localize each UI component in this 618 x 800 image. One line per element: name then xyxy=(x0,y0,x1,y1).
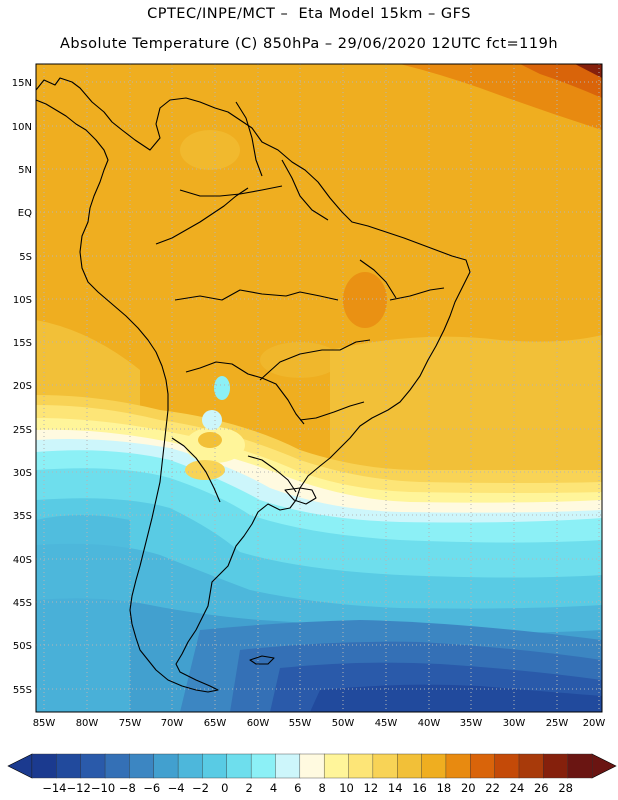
colorbar-label: 22 xyxy=(485,781,500,795)
lon-label: 75W xyxy=(119,718,142,729)
temperature-field xyxy=(36,64,602,712)
lat-label: 5N xyxy=(18,165,32,176)
lon-label: 55W xyxy=(289,718,312,729)
colorbar-swatch xyxy=(177,753,203,779)
colorbar-swatch xyxy=(56,753,82,779)
colorbar-swatch xyxy=(250,753,276,779)
lat-label: 50S xyxy=(13,641,32,652)
lon-label: 20W xyxy=(583,718,606,729)
lat-label: 55S xyxy=(13,685,32,696)
colorbar-swatch xyxy=(372,753,398,779)
colorbar-swatch xyxy=(518,753,544,779)
lat-label: 15S xyxy=(13,338,32,349)
colorbar-label: 8 xyxy=(319,781,326,795)
colorbar-label: −12 xyxy=(67,781,91,795)
lat-label: EQ xyxy=(18,208,32,219)
lat-label: 5S xyxy=(19,252,32,263)
colorbar-label: 26 xyxy=(534,781,549,795)
colorbar-label: 2 xyxy=(245,781,252,795)
lon-label: 60W xyxy=(247,718,270,729)
colorbar-label: −10 xyxy=(91,781,115,795)
colorbar-swatch xyxy=(31,753,57,779)
map-subtitle: Absolute Temperature (C) 850hPa – 29/06/… xyxy=(59,36,559,52)
colorbar-label: 6 xyxy=(294,781,301,795)
colorbar-swatch xyxy=(543,753,569,779)
map-title: CPTEC/INPE/MCT – Eta Model 15km – GFS xyxy=(147,6,471,22)
colorbar-label: 16 xyxy=(412,781,427,795)
colorbar-label: 28 xyxy=(558,781,573,795)
colorbar-swatch xyxy=(494,753,520,779)
colorbar-swatch xyxy=(470,753,496,779)
lat-label: 40S xyxy=(13,555,32,566)
colorbar-label: 0 xyxy=(221,781,228,795)
map-gridlines xyxy=(36,64,602,712)
lon-label: 40W xyxy=(418,718,441,729)
lat-label: 15N xyxy=(12,78,32,89)
colorbar-min-arrow xyxy=(7,753,33,779)
colorbar-label: 24 xyxy=(510,781,525,795)
lon-label: 25W xyxy=(546,718,569,729)
colorbar-swatch xyxy=(567,753,593,779)
lon-label: 70W xyxy=(161,718,184,729)
map-frame xyxy=(35,63,603,713)
colorbar-max-arrow xyxy=(591,753,617,779)
lon-label: 80W xyxy=(76,718,99,729)
colorbar-label: −4 xyxy=(168,781,185,795)
colorbar-swatch xyxy=(323,753,350,779)
colorbar-label: 18 xyxy=(437,781,452,795)
colorbar-swatch xyxy=(202,753,228,779)
lat-label: 20S xyxy=(13,381,32,392)
colorbar-label: −8 xyxy=(119,781,136,795)
colorbar-swatch xyxy=(275,753,301,779)
colorbar-swatch xyxy=(299,753,325,779)
coastlines-and-borders xyxy=(36,77,471,693)
colorbar-swatch xyxy=(226,753,252,779)
colorbar-swatch xyxy=(129,753,155,779)
lon-label: 50W xyxy=(332,718,355,729)
lat-label: 30S xyxy=(13,468,32,479)
lat-label: 25S xyxy=(13,425,32,436)
colorbar-label: 10 xyxy=(339,781,354,795)
lat-label: 10N xyxy=(12,122,32,133)
lat-label: 45S xyxy=(13,598,32,609)
colorbar-label: 12 xyxy=(364,781,379,795)
colorbar-swatch xyxy=(80,753,106,779)
colorbar-swatch xyxy=(153,753,179,779)
colorbar-swatch xyxy=(397,753,423,779)
colorbar-label: 20 xyxy=(461,781,476,795)
colorbar-swatch xyxy=(348,753,374,779)
colorbar: −14 −12 −10 −8 −6 −4 −2 0 2 4 6 8 10 12 14 16 18 20 22 24 26… xyxy=(7,753,617,795)
lon-label: 35W xyxy=(460,718,483,729)
colorbar-swatch xyxy=(445,753,471,779)
lat-label: 10S xyxy=(13,295,32,306)
lat-label: 35S xyxy=(13,511,32,522)
latitude-labels: 15N 10N 5N EQ 5S 10S 15S 20S 25S 30S 35S… xyxy=(12,78,32,696)
longitude-labels: 85W 80W 75W 70W 65W 60W 55W 50W 45W 40W … xyxy=(33,718,606,729)
colorbar-label: −6 xyxy=(143,781,160,795)
colorbar-label: −14 xyxy=(42,781,66,795)
colorbar-swatch xyxy=(104,753,130,779)
lon-label: 30W xyxy=(503,718,526,729)
colorbar-label: 4 xyxy=(270,781,277,795)
colorbar-swatch xyxy=(421,753,447,779)
colorbar-label: 14 xyxy=(388,781,403,795)
colorbar-label: −2 xyxy=(192,781,209,795)
lon-label: 85W xyxy=(33,718,56,729)
lon-label: 65W xyxy=(204,718,227,729)
lon-label: 45W xyxy=(375,718,398,729)
